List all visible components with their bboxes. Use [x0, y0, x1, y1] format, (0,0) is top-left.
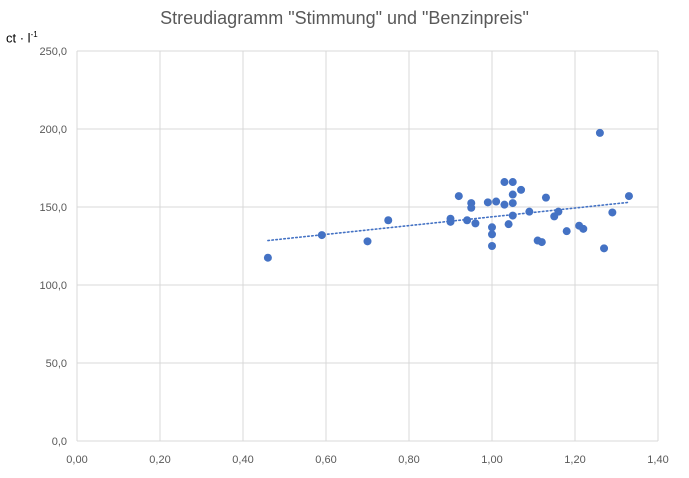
data-point	[537, 238, 546, 247]
data-point	[508, 190, 517, 199]
data-point	[463, 216, 472, 225]
x-tick-label: 1,40	[647, 454, 668, 466]
data-point	[595, 128, 604, 137]
data-points	[263, 128, 633, 262]
data-point	[508, 199, 517, 208]
y-axis-unit-base: ct · l	[6, 30, 31, 46]
data-point	[525, 207, 534, 216]
data-point	[508, 178, 517, 187]
y-tick-label: 150,0	[39, 202, 67, 214]
y-tick-label: 250,0	[39, 46, 67, 58]
x-axis-ticks: 0,00 0,20 0,40 0,60 0,80 1,00 1,20 1,40	[66, 454, 668, 466]
data-point	[488, 230, 496, 239]
chart-title: Streudiagramm "Stimmung" und "Benzinprei…	[160, 8, 529, 28]
data-point	[562, 227, 571, 236]
data-point	[504, 220, 513, 229]
data-point	[317, 231, 326, 240]
data-point	[500, 200, 509, 209]
x-tick-label: 0,20	[149, 454, 170, 466]
gridlines	[76, 50, 659, 442]
data-point	[483, 198, 492, 207]
x-tick-label: 0,80	[398, 454, 419, 466]
x-tick-label: 1,00	[481, 454, 502, 466]
data-point	[467, 203, 476, 212]
y-axis-ticks: 0,0 50,0 100,0 150,0 200,0 250,0	[39, 46, 67, 448]
data-point	[454, 192, 463, 201]
data-point	[488, 223, 496, 232]
data-point	[446, 217, 455, 226]
data-point	[608, 208, 617, 217]
y-tick-label: 100,0	[39, 280, 67, 292]
data-point	[488, 242, 496, 250]
y-tick-label: 200,0	[39, 124, 67, 136]
y-axis-unit-exponent: -1	[30, 30, 38, 39]
data-point	[600, 244, 609, 253]
x-tick-label: 0,00	[66, 454, 87, 466]
data-point	[384, 216, 393, 225]
data-point	[508, 211, 517, 220]
data-point	[492, 197, 501, 206]
x-tick-label: 0,60	[315, 454, 336, 466]
x-tick-label: 0,40	[232, 454, 253, 466]
data-point	[363, 237, 372, 246]
x-tick-label: 1,20	[564, 454, 585, 466]
y-tick-label: 0,0	[52, 436, 67, 448]
data-point	[541, 193, 550, 202]
y-axis-unit-label: ct · l-1	[6, 30, 38, 45]
data-point	[624, 192, 633, 201]
data-point	[263, 253, 272, 262]
data-point	[554, 207, 563, 216]
data-point	[579, 224, 588, 233]
data-point	[500, 178, 509, 187]
data-point	[517, 185, 526, 194]
y-tick-label: 50,0	[46, 358, 67, 370]
data-point	[471, 219, 480, 228]
